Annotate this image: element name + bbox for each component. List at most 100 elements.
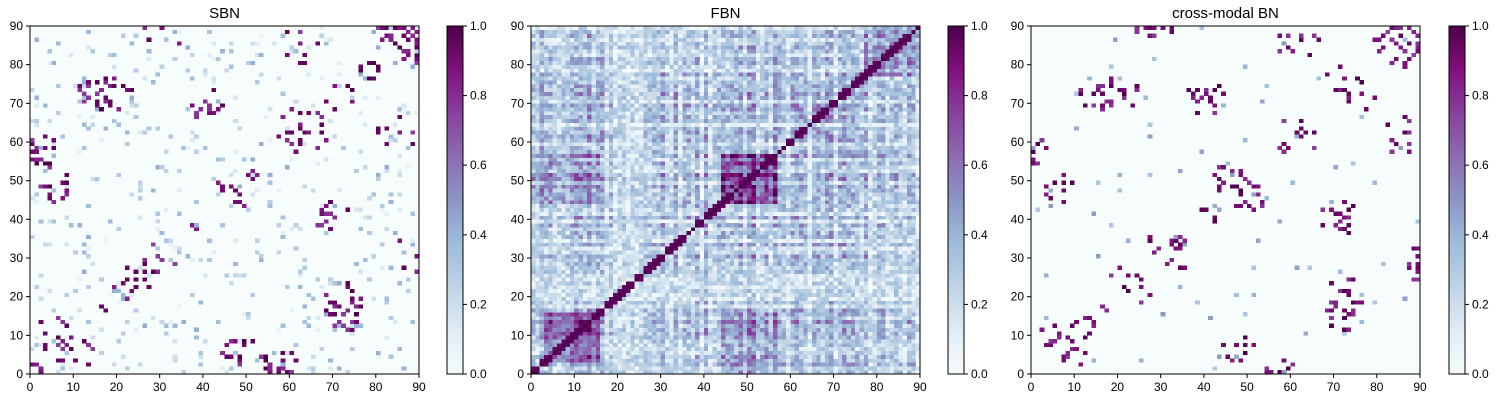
heatmap-cell	[138, 185, 143, 189]
heatmap-cell	[903, 343, 908, 347]
heatmap-cell	[622, 308, 627, 312]
heatmap-cell	[816, 285, 821, 289]
heatmap-cell	[220, 49, 225, 53]
heatmap-cell	[656, 204, 661, 208]
heatmap-cell	[691, 347, 696, 351]
heatmap-cell	[851, 281, 856, 285]
heatmap-cell	[747, 297, 752, 301]
heatmap-cell	[799, 266, 804, 270]
heatmap-cell	[540, 366, 545, 370]
heatmap-cell	[885, 239, 890, 243]
heatmap-cell	[324, 138, 329, 142]
heatmap-cell	[674, 192, 679, 196]
heatmap-cell	[760, 235, 765, 239]
heatmap-cell	[600, 270, 605, 274]
heatmap-cell	[635, 355, 640, 359]
heatmap-cell	[678, 254, 683, 258]
heatmap-cell	[726, 308, 731, 312]
heatmap-cell	[674, 243, 679, 247]
heatmap-cell	[868, 200, 873, 204]
heatmap-cell	[566, 308, 571, 312]
heatmap-cell	[678, 227, 683, 231]
heatmap-cell	[665, 331, 670, 335]
heatmap-cell	[704, 266, 709, 270]
heatmap-cell	[730, 362, 735, 366]
heatmap-cell	[885, 204, 890, 208]
heatmap-cell	[639, 320, 644, 324]
heatmap-cell	[129, 192, 134, 196]
heatmap-cell	[639, 262, 644, 266]
heatmap-cell	[708, 289, 713, 293]
heatmap-cell	[695, 343, 700, 347]
heatmap-cell	[78, 99, 83, 103]
heatmap-cell	[617, 235, 622, 239]
heatmap-cell	[592, 285, 597, 289]
heatmap-cell	[704, 239, 709, 243]
heatmap-cell	[622, 196, 627, 200]
heatmap-cell	[579, 366, 584, 370]
heatmap-cell	[142, 76, 147, 80]
heatmap-cell	[695, 289, 700, 293]
heatmap-cell	[592, 227, 597, 231]
heatmap-cell	[669, 355, 674, 359]
heatmap-cell	[570, 200, 575, 204]
heatmap-cell	[155, 227, 160, 231]
heatmap-cell	[695, 235, 700, 239]
heatmap-cell	[583, 366, 588, 370]
heatmap-cell	[726, 297, 731, 301]
heatmap-cell	[639, 200, 644, 204]
heatmap-cell	[622, 312, 627, 316]
heatmap-cell	[665, 324, 670, 328]
heatmap-cell	[665, 227, 670, 231]
heatmap-cell	[587, 359, 592, 363]
heatmap-cell	[764, 262, 769, 266]
heatmap-cell	[56, 84, 61, 88]
heatmap-cell	[138, 362, 143, 366]
heatmap-cell	[604, 362, 609, 366]
heatmap-cell	[648, 215, 653, 219]
heatmap-cell	[756, 246, 761, 250]
heatmap-cell	[661, 270, 666, 274]
heatmap-cell	[790, 192, 795, 196]
heatmap-cell	[43, 146, 48, 150]
heatmap-cell	[617, 250, 622, 254]
heatmap-cell	[566, 281, 571, 285]
heatmap-cell	[142, 130, 147, 134]
heatmap-cell	[544, 196, 549, 200]
heatmap-cell	[320, 26, 325, 30]
heatmap-cell	[730, 366, 735, 370]
heatmap-cell	[885, 215, 890, 219]
heatmap-cell	[704, 281, 709, 285]
heatmap-cell	[393, 231, 398, 235]
heatmap-cell	[682, 262, 687, 266]
heatmap-cell	[773, 266, 778, 270]
heatmap-cell	[756, 312, 761, 316]
heatmap-cell	[531, 246, 536, 250]
heatmap-cell	[229, 355, 234, 359]
heatmap-cell	[859, 273, 864, 277]
heatmap-cell	[730, 273, 735, 277]
heatmap-cell	[704, 320, 709, 324]
heatmap-cell	[350, 96, 355, 100]
heatmap-cell	[294, 343, 299, 347]
heatmap-cell	[656, 246, 661, 250]
heatmap-cell	[587, 243, 592, 247]
heatmap-cell	[91, 177, 96, 181]
heatmap-cell	[617, 258, 622, 262]
heatmap-cell	[354, 262, 359, 266]
heatmap-cell	[786, 262, 791, 266]
heatmap-cell	[808, 192, 813, 196]
heatmap-cell	[864, 262, 869, 266]
heatmap-cell	[708, 200, 713, 204]
heatmap-cell	[531, 320, 536, 324]
heatmap-cell	[721, 355, 726, 359]
heatmap-cell	[721, 362, 726, 366]
heatmap-cell	[700, 223, 705, 227]
heatmap-cell	[535, 250, 540, 254]
heatmap-cell	[760, 301, 765, 305]
heatmap-cell	[604, 285, 609, 289]
heatmap-cell	[678, 258, 683, 262]
heatmap-cell	[790, 231, 795, 235]
heatmap-cell	[47, 61, 52, 65]
heatmap-cell	[738, 215, 743, 219]
